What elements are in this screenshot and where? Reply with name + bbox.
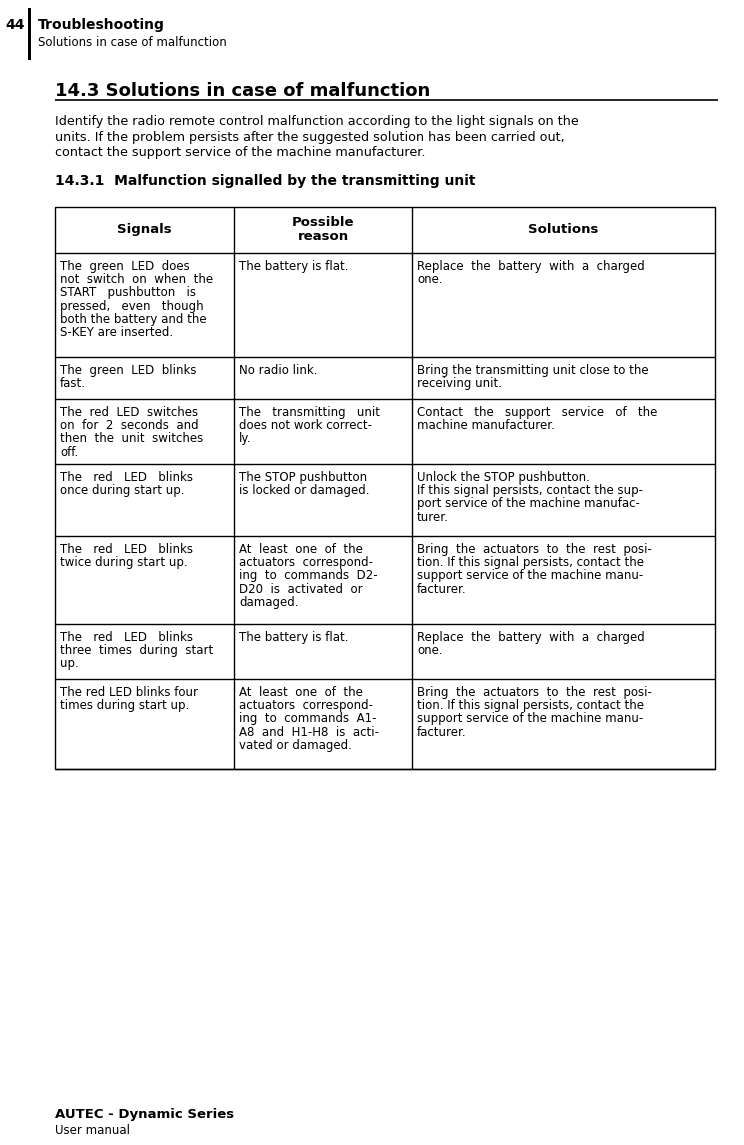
Text: three  times  during  start: three times during start <box>60 645 214 657</box>
Text: Solutions in case of malfunction: Solutions in case of malfunction <box>38 35 227 49</box>
Text: If this signal persists, contact the sup-: If this signal persists, contact the sup… <box>417 484 643 497</box>
Text: vated or damaged.: vated or damaged. <box>239 739 352 752</box>
Text: The battery is flat.: The battery is flat. <box>239 260 348 273</box>
Text: one.: one. <box>417 645 443 657</box>
Text: The battery is flat.: The battery is flat. <box>239 631 348 643</box>
Text: Solutions: Solutions <box>528 223 599 236</box>
Text: Replace  the  battery  with  a  charged: Replace the battery with a charged <box>417 260 645 273</box>
Text: support service of the machine manu-: support service of the machine manu- <box>417 569 644 583</box>
Text: not  switch  on  when  the: not switch on when the <box>60 274 213 286</box>
Text: off.: off. <box>60 445 78 459</box>
Text: START   pushbutton   is: START pushbutton is <box>60 286 196 299</box>
Text: The   transmitting   unit: The transmitting unit <box>239 406 380 419</box>
Text: Contact   the   support   service   of   the: Contact the support service of the <box>417 406 658 419</box>
Text: User manual: User manual <box>55 1124 130 1137</box>
Text: facturer.: facturer. <box>417 583 466 595</box>
Text: ing  to  commands  D2-: ing to commands D2- <box>239 569 378 583</box>
Text: Bring  the  actuators  to  the  rest  posi-: Bring the actuators to the rest posi- <box>417 686 652 698</box>
Text: actuators  correspond-: actuators correspond- <box>239 556 373 569</box>
Text: contact the support service of the machine manufacturer.: contact the support service of the machi… <box>55 147 426 159</box>
Text: Identify the radio remote control malfunction according to the light signals on : Identify the radio remote control malfun… <box>55 114 579 128</box>
Text: The STOP pushbutton: The STOP pushbutton <box>239 471 367 484</box>
Text: ing  to  commands  A1-: ing to commands A1- <box>239 712 376 726</box>
Text: AUTEC - Dynamic Series: AUTEC - Dynamic Series <box>55 1108 234 1121</box>
Text: twice during start up.: twice during start up. <box>60 556 187 569</box>
Text: times during start up.: times during start up. <box>60 700 189 712</box>
Text: machine manufacturer.: machine manufacturer. <box>417 419 555 432</box>
Bar <box>55 207 715 769</box>
Text: The  red  LED  switches: The red LED switches <box>60 406 198 419</box>
Text: fast.: fast. <box>60 377 86 390</box>
Text: The  green  LED  does: The green LED does <box>60 260 190 273</box>
Text: facturer.: facturer. <box>417 726 466 739</box>
Text: port service of the machine manufac-: port service of the machine manufac- <box>417 497 640 511</box>
Text: reason: reason <box>298 230 348 243</box>
Text: At  least  one  of  the: At least one of the <box>239 686 363 698</box>
Text: is locked or damaged.: is locked or damaged. <box>239 484 370 497</box>
Text: Troubleshooting: Troubleshooting <box>38 18 165 32</box>
Text: once during start up.: once during start up. <box>60 484 185 497</box>
Text: does not work correct-: does not work correct- <box>239 419 372 432</box>
Text: The   red   LED   blinks: The red LED blinks <box>60 471 193 484</box>
Text: tion. If this signal persists, contact the: tion. If this signal persists, contact t… <box>417 556 644 569</box>
Text: A8  and  H1-H8  is  acti-: A8 and H1-H8 is acti- <box>239 726 379 739</box>
Text: support service of the machine manu-: support service of the machine manu- <box>417 712 644 726</box>
Text: D20  is  activated  or: D20 is activated or <box>239 583 362 595</box>
Text: 14.3.1  Malfunction signalled by the transmitting unit: 14.3.1 Malfunction signalled by the tran… <box>55 174 475 188</box>
Bar <box>28 8 31 60</box>
Text: Replace  the  battery  with  a  charged: Replace the battery with a charged <box>417 631 645 643</box>
Text: Bring the transmitting unit close to the: Bring the transmitting unit close to the <box>417 364 649 377</box>
Text: receiving unit.: receiving unit. <box>417 377 502 390</box>
Text: 14.3 Solutions in case of malfunction: 14.3 Solutions in case of malfunction <box>55 82 430 100</box>
Text: At  least  one  of  the: At least one of the <box>239 543 363 556</box>
Text: then  the  unit  switches: then the unit switches <box>60 433 203 445</box>
Text: tion. If this signal persists, contact the: tion. If this signal persists, contact t… <box>417 700 644 712</box>
Text: actuators  correspond-: actuators correspond- <box>239 700 373 712</box>
Text: damaged.: damaged. <box>239 595 298 609</box>
Text: turer.: turer. <box>417 511 449 523</box>
Text: Bring  the  actuators  to  the  rest  posi-: Bring the actuators to the rest posi- <box>417 543 652 556</box>
Text: S-KEY are inserted.: S-KEY are inserted. <box>60 326 173 339</box>
Text: The red LED blinks four: The red LED blinks four <box>60 686 198 698</box>
Text: both the battery and the: both the battery and the <box>60 313 207 326</box>
Text: one.: one. <box>417 274 443 286</box>
Text: No radio link.: No radio link. <box>239 364 318 377</box>
Text: Signals: Signals <box>118 223 172 236</box>
Text: ly.: ly. <box>239 433 251 445</box>
Text: units. If the problem persists after the suggested solution has been carried out: units. If the problem persists after the… <box>55 131 565 143</box>
Text: The   red   LED   blinks: The red LED blinks <box>60 543 193 556</box>
Text: on  for  2  seconds  and: on for 2 seconds and <box>60 419 199 432</box>
Text: pressed,   even   though: pressed, even though <box>60 300 204 313</box>
Text: The  green  LED  blinks: The green LED blinks <box>60 364 196 377</box>
Text: 44: 44 <box>5 18 25 32</box>
Text: The   red   LED   blinks: The red LED blinks <box>60 631 193 643</box>
Text: Possible: Possible <box>292 216 354 229</box>
Text: Unlock the STOP pushbutton.: Unlock the STOP pushbutton. <box>417 471 590 484</box>
Text: up.: up. <box>60 657 79 671</box>
